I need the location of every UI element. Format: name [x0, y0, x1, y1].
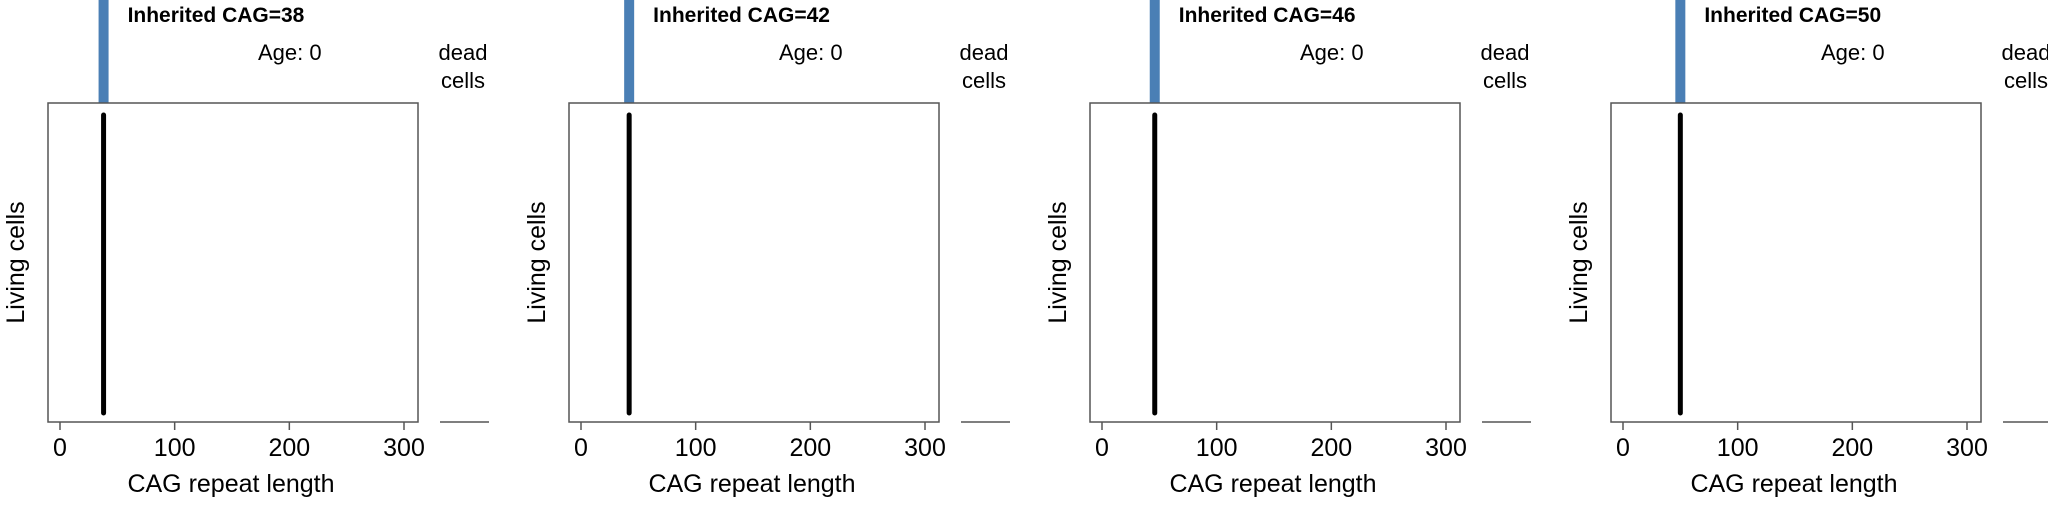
x-tick-label: 200 [268, 434, 310, 462]
dead-cells-label: dead cells [2002, 40, 2048, 93]
panel-title: Inherited CAG=38 [128, 4, 305, 27]
dead-cells-label-line: cells [962, 68, 1006, 93]
x-tick-label: 200 [1831, 434, 1873, 462]
age-label: Age: 0 [1821, 40, 1885, 65]
dead-cells-label-line: cells [2004, 68, 2048, 93]
x-axis-label: CAG repeat length [1690, 470, 1897, 498]
x-tick-label: 0 [53, 434, 67, 462]
age-label: Age: 0 [258, 40, 322, 65]
y-axis-label: Living cells [2, 201, 30, 323]
dead-cells-label: dead cells [439, 40, 488, 93]
x-tick-label: 0 [1616, 434, 1630, 462]
x-axis-label: CAG repeat length [648, 470, 855, 498]
x-tick-label: 300 [1425, 434, 1467, 462]
dead-cells-label-line: dead [2002, 40, 2048, 65]
x-tick-label: 200 [1310, 434, 1352, 462]
x-tick-label: 300 [904, 434, 946, 462]
plot-frame [1089, 102, 1461, 423]
x-tick-label: 100 [154, 434, 196, 462]
panel-2: Inherited CAG=42 Age: 0 dead cells 0 100 200 30… [523, 0, 1010, 498]
dead-cells-label-line: dead [439, 40, 488, 65]
plot-frame [47, 102, 419, 423]
panel-title: Inherited CAG=46 [1179, 4, 1356, 27]
panel-1: Inherited CAG=38 Age: 0 dead cells 0 100 200 30… [2, 0, 489, 498]
plot-frame [1610, 102, 1982, 423]
x-tick-label: 300 [383, 434, 425, 462]
x-tick-label: 100 [1196, 434, 1238, 462]
x-tick-label: 0 [1095, 434, 1109, 462]
y-axis-label: Living cells [1044, 201, 1072, 323]
x-axis-label: CAG repeat length [1169, 470, 1376, 498]
inherited-cag-marker [1675, 0, 1686, 103]
inherited-cag-marker [624, 0, 635, 103]
x-tick-label: 100 [675, 434, 717, 462]
dead-cells-label-line: cells [1483, 68, 1527, 93]
x-tick-label: 200 [789, 434, 831, 462]
inherited-cag-marker [98, 0, 109, 103]
dead-cells-label-line: dead [1481, 40, 1530, 65]
panel-3: Inherited CAG=46 Age: 0 dead cells 0 100 200 30… [1044, 0, 1531, 498]
age-label: Age: 0 [1300, 40, 1364, 65]
panel-4: Inherited CAG=50 Age: 0 dead cells 0 100 200 30… [1565, 0, 2048, 498]
dead-cells-label-line: cells [441, 68, 485, 93]
y-axis-label: Living cells [1565, 201, 1593, 323]
x-tick-label: 300 [1946, 434, 1988, 462]
dead-cells-label-line: dead [960, 40, 1009, 65]
x-axis-label: CAG repeat length [127, 470, 334, 498]
panel-title: Inherited CAG=42 [653, 4, 830, 27]
plot-frame [568, 102, 940, 423]
x-tick-label: 0 [574, 434, 588, 462]
dead-cells-label: dead cells [960, 40, 1009, 93]
age-label: Age: 0 [779, 40, 843, 65]
panel-title: Inherited CAG=50 [1704, 4, 1881, 27]
dead-cells-label: dead cells [1481, 40, 1530, 93]
inherited-cag-marker [1149, 0, 1160, 103]
y-axis-label: Living cells [523, 201, 551, 323]
x-tick-label: 100 [1717, 434, 1759, 462]
